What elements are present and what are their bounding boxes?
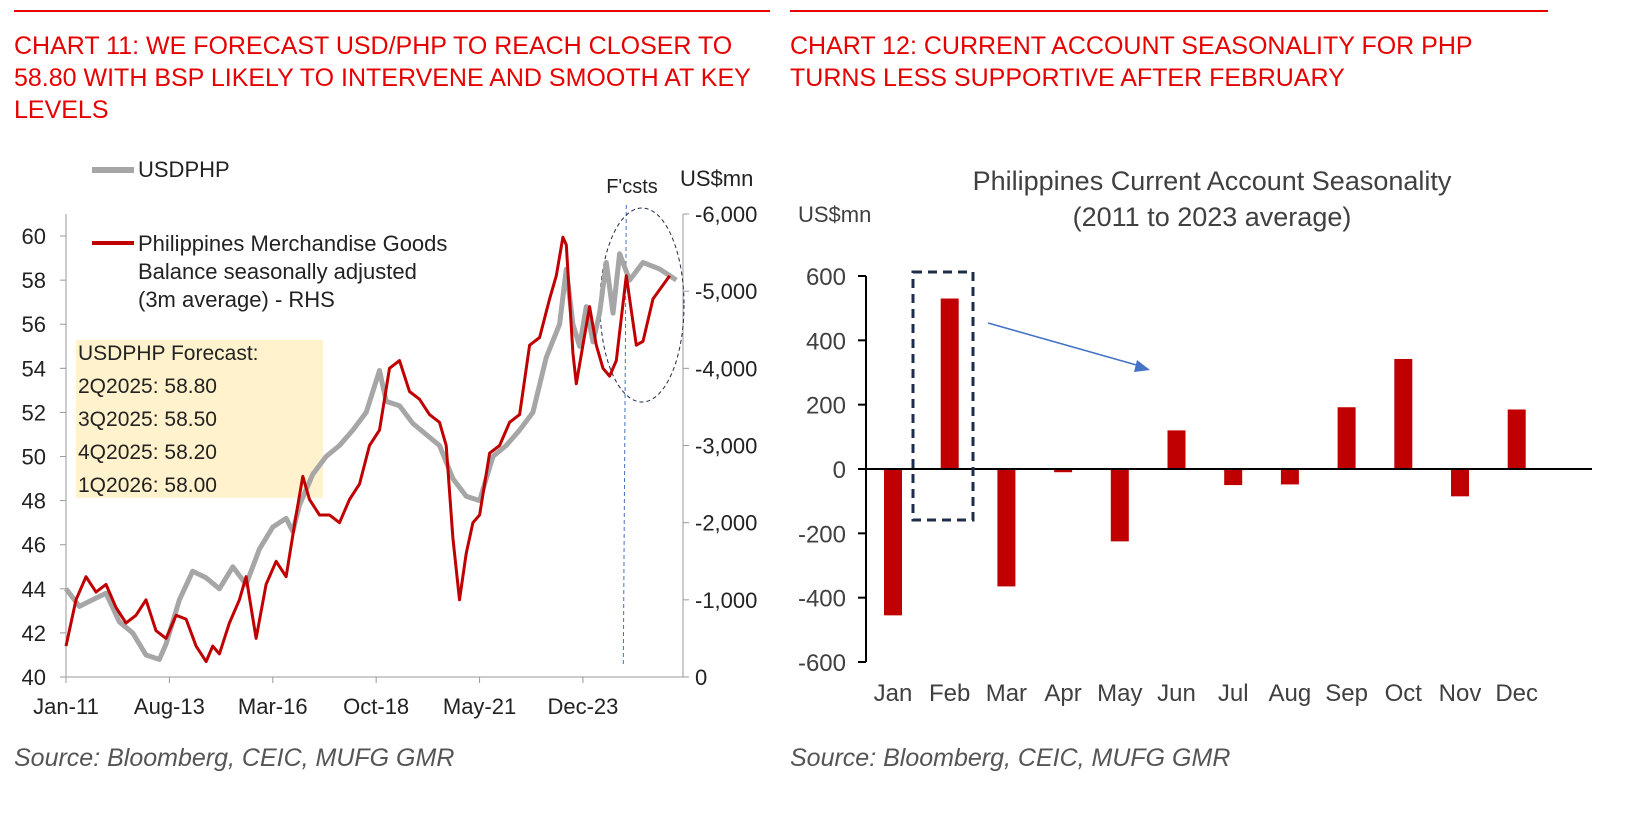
x-tick-label: Sep [1325,680,1368,707]
bar-nov [1451,469,1469,497]
bar-may [1110,469,1129,542]
left-tick-label: 46 [22,533,46,558]
y-tick-label: 400 [806,328,846,355]
x-tick-label: Dec-23 [547,694,618,719]
forecast-box-line: USDPHP Forecast: [78,342,259,365]
chart12-bar-chart: Philippines Current Account Seasonality (… [798,166,1592,707]
right-tick-label: -6,000 [695,202,757,227]
right-tick-label: -4,000 [695,356,757,381]
left-tick-label: 40 [22,665,46,690]
chart12-source: Source: Bloomberg, CEIC, MUFG GMR [790,744,1231,772]
right-tick-label: -1,000 [695,588,757,613]
y-tick-label: -400 [798,586,846,613]
forecast-box-line: 3Q2025: 58.50 [78,408,217,431]
chart12-rule [790,10,1548,12]
y-tick-label: 200 [806,393,846,420]
x-tick-label: Aug [1269,680,1312,707]
left-tick-label: 56 [22,312,46,337]
y-axis-unit: US$mn [798,202,871,227]
feb-highlight-box [911,270,975,522]
chart11-title: CHART 11: WE FORECAST USD/PHP TO REACH C… [14,32,751,124]
x-tick-label: May [1097,680,1142,707]
left-tick-label: 60 [22,224,46,249]
x-tick-label: Apr [1044,680,1081,707]
right-tick-label: -3,000 [695,434,757,459]
bar-feb [940,298,959,469]
x-tick-label: Oct-18 [343,694,409,719]
forecast-box-line: 2Q2025: 58.80 [78,375,217,398]
left-tick-label: 42 [22,621,46,646]
bar-mar [997,469,1016,587]
legend-label-usdphp: USDPHP [138,157,230,182]
right-tick-label: -2,000 [695,511,757,536]
forecast-box [76,340,323,498]
y-tick-label: 600 [806,264,846,291]
bar-jan [884,469,902,616]
x-tick-label: Nov [1439,680,1482,707]
bar-aug [1280,469,1299,485]
x-tick-label: May-21 [443,694,516,719]
left-tick-label: 48 [22,489,46,514]
left-tick-label: 52 [22,400,46,425]
trend-arrow [987,322,1141,367]
rhs-unit-label: US$mn [680,166,753,191]
y-tick-label: -200 [798,521,846,548]
chart12-plot-subtitle: (2011 to 2023 average) [1073,202,1352,232]
x-tick-label: Dec [1495,680,1538,707]
legend-label-goods-balance: (3m average) - RHS [138,287,335,312]
left-tick-label: 50 [22,445,46,470]
y-tick-label: 0 [833,457,846,484]
legend-label-goods-balance: Balance seasonally adjusted [138,259,417,284]
trend-arrow-head [1134,360,1150,372]
y-tick-label: -600 [798,650,846,677]
chart12-title: CHART 12: CURRENT ACCOUNT SEASONALITY FO… [790,32,1473,92]
left-tick-label: 54 [22,356,46,381]
x-tick-label: Oct [1385,680,1423,707]
right-tick-label: -5,000 [695,279,757,304]
forecast-box-line: 1Q2026: 58.00 [78,474,217,497]
right-tick-label: 0 [695,665,707,690]
x-tick-label: Mar-16 [238,694,308,719]
bar-oct [1394,358,1413,469]
bar-sep [1337,407,1356,469]
x-tick-label: Jan-11 [33,694,99,719]
x-tick-label: Mar [986,680,1027,707]
x-tick-label: Aug-13 [134,694,205,719]
x-tick-label: Jan [874,680,913,707]
legend-label-goods-balance: Philippines Merchandise Goods [138,231,447,256]
series-line-goods-balance [64,235,671,664]
bar-jul [1224,469,1243,486]
chart11-source: Source: Bloomberg, CEIC, MUFG GMR [14,744,455,772]
left-tick-label: 58 [22,268,46,293]
bar-apr [1054,469,1073,473]
x-tick-label: Jun [1157,680,1196,707]
chart12-plot-title: Philippines Current Account Seasonality [973,166,1452,196]
forecast-label: F'csts [606,176,658,198]
x-tick-label: Feb [929,680,970,707]
left-tick-label: 44 [22,577,46,602]
chart11-line-chart: USDPHP Forecast: 2Q2025: 58.80 3Q2025: 58.… [22,157,758,719]
forecast-box-line: 4Q2025: 58.20 [78,441,217,464]
bar-jun [1167,430,1186,469]
x-tick-label: Jul [1218,680,1249,707]
bar-dec [1507,409,1526,469]
chart11-rule [14,10,770,12]
